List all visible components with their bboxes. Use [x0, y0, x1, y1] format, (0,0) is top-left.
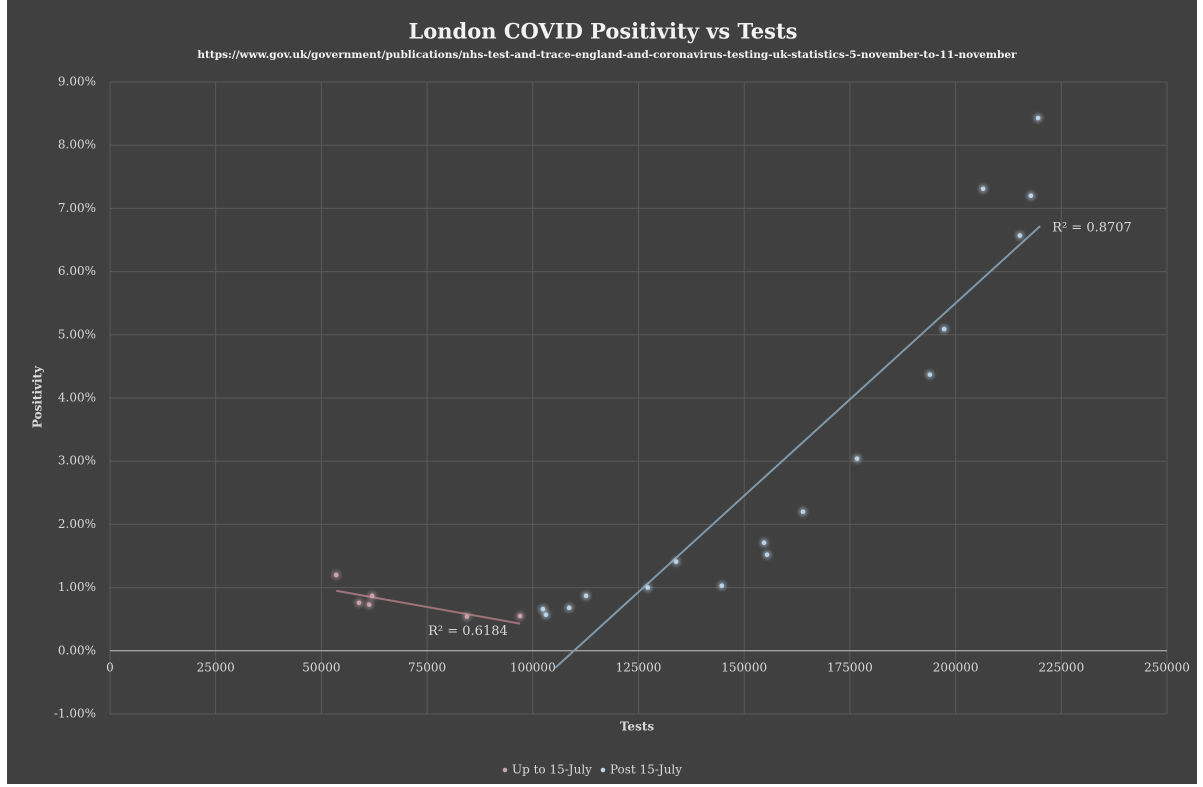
- point: [673, 559, 679, 564]
- point: [333, 572, 339, 578]
- point: [854, 456, 860, 461]
- point: [1028, 193, 1034, 199]
- point: [941, 326, 947, 332]
- trendline: [336, 589, 521, 625]
- point: [356, 600, 362, 606]
- x-tick-label: 225000: [1038, 660, 1084, 674]
- x-tick-label: 75000: [408, 660, 446, 674]
- chart-title: London COVID Positivity vs Tests: [409, 19, 798, 44]
- x-tick-label: 175000: [827, 660, 873, 674]
- point: [764, 552, 770, 558]
- trendline: [554, 225, 1041, 669]
- point: [980, 186, 986, 192]
- chart-background: [7, 0, 1197, 784]
- y-tick-label: -1.00%: [54, 707, 96, 721]
- x-tick-label: 100000: [510, 660, 556, 674]
- point: [1035, 115, 1041, 121]
- x-tick-label: 150000: [721, 660, 767, 674]
- point: [517, 613, 523, 619]
- x-tick-label: 200000: [933, 660, 979, 674]
- y-tick-label: 7.00%: [58, 201, 96, 215]
- point: [366, 602, 372, 607]
- trendline-label: R² = 0.8707: [1052, 221, 1132, 236]
- y-tick-label: 5.00%: [58, 327, 96, 341]
- point: [719, 583, 725, 589]
- y-tick-label: 0.00%: [58, 643, 96, 657]
- point: [566, 605, 572, 611]
- point: [540, 606, 546, 612]
- chart-subtitle: https://www.gov.uk/government/publicatio…: [197, 49, 1017, 61]
- y-tick-label: 9.00%: [58, 75, 96, 89]
- legend-label: Up to 15-July: [512, 763, 592, 777]
- y-tick-label: 3.00%: [58, 454, 96, 468]
- y-tick-label: 2.00%: [58, 517, 96, 531]
- point: [800, 509, 806, 515]
- point: [583, 593, 589, 599]
- point: [543, 612, 549, 618]
- point: [369, 593, 375, 599]
- point: [645, 585, 651, 590]
- point: [761, 540, 767, 546]
- x-axis-label: Tests: [620, 720, 654, 734]
- x-tick-label: 0: [106, 660, 114, 674]
- y-tick-label: 4.00%: [58, 391, 96, 405]
- legend-label: Post 15-July: [610, 763, 682, 777]
- point: [927, 372, 933, 377]
- y-tick-label: 1.00%: [58, 580, 96, 594]
- legend-marker: [502, 767, 508, 773]
- x-tick-label: 250000: [1144, 660, 1190, 674]
- legend-marker: [600, 767, 606, 773]
- x-tick-label: 50000: [302, 660, 340, 674]
- y-axis-label: Positivity: [31, 365, 45, 428]
- point: [464, 614, 470, 619]
- trendline-label: R² = 0.6184: [428, 624, 508, 639]
- x-tick-label: 25000: [197, 660, 235, 674]
- point: [1017, 233, 1023, 238]
- x-tick-label: 125000: [616, 660, 662, 674]
- y-tick-label: 8.00%: [58, 138, 96, 152]
- y-tick-label: 6.00%: [58, 264, 96, 278]
